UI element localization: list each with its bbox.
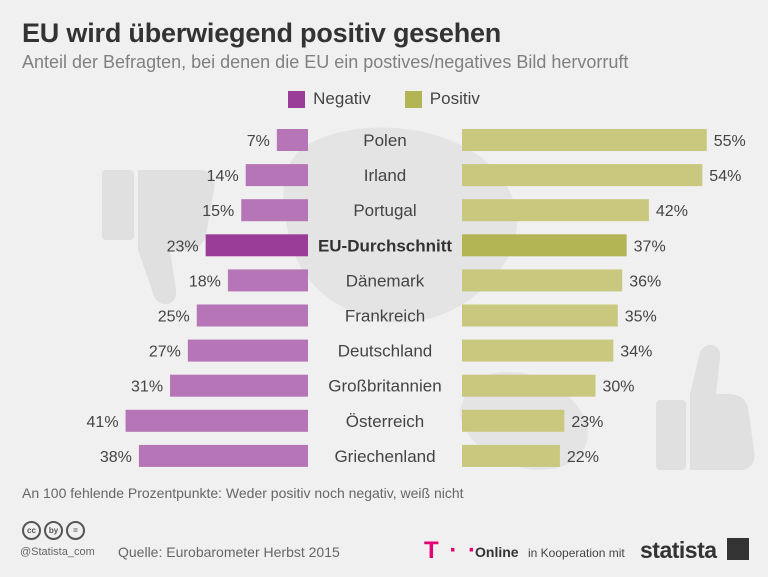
bar-negativ-eu-durchschnitt bbox=[205, 234, 308, 257]
value-label-negativ-österreich: 41% bbox=[87, 414, 119, 431]
legend-label-positiv: Positiv bbox=[429, 89, 480, 108]
value-label-positiv-portugal: 42% bbox=[656, 203, 688, 220]
bar-negativ-österreich bbox=[125, 409, 308, 432]
value-label-positiv-eu-durchschnitt: 37% bbox=[634, 238, 666, 255]
value-label-negativ-griechenland: 38% bbox=[100, 449, 132, 466]
no-derivatives-icon[interactable]: = bbox=[66, 521, 85, 540]
legend-item-positiv: Positiv bbox=[404, 89, 480, 109]
bar-positiv-deutschland bbox=[462, 339, 614, 362]
license-icons: cc by = bbox=[22, 521, 85, 540]
value-label-positiv-österreich: 23% bbox=[571, 414, 603, 431]
category-label-deutschland: Deutschland bbox=[338, 342, 433, 361]
category-label-eu-durchschnitt: EU-Durchschnitt bbox=[318, 236, 452, 255]
category-label-polen: Polen bbox=[363, 131, 406, 150]
statista-logo-mark[interactable] bbox=[727, 538, 749, 560]
cc-icon[interactable]: cc bbox=[22, 521, 41, 540]
bar-positiv-irland bbox=[462, 164, 703, 187]
value-label-negativ-großbritannien: 31% bbox=[131, 379, 163, 396]
bar-negativ-irland bbox=[245, 164, 308, 187]
footer: cc by = @Statista_com Quelle: Eurobarome… bbox=[0, 517, 768, 577]
bar-negativ-großbritannien bbox=[170, 374, 308, 397]
thumbs-up-icon bbox=[656, 344, 755, 470]
bar-negativ-polen bbox=[276, 129, 308, 151]
category-label-österreich: Österreich bbox=[346, 412, 424, 431]
value-label-negativ-polen: 7% bbox=[247, 133, 270, 150]
bar-negativ-deutschland bbox=[187, 339, 308, 362]
source-note: Quelle: Eurobarometer Herbst 2015 bbox=[118, 544, 340, 560]
value-label-negativ-portugal: 15% bbox=[202, 203, 234, 220]
attribution-icon[interactable]: by bbox=[44, 521, 63, 540]
value-label-positiv-irland: 54% bbox=[709, 168, 741, 185]
bar-positiv-portugal bbox=[462, 199, 649, 222]
value-label-negativ-eu-durchschnitt: 23% bbox=[167, 238, 199, 255]
bar-positiv-frankreich bbox=[462, 304, 618, 327]
bar-positiv-eu-durchschnitt bbox=[462, 234, 627, 257]
cooperation-label: in Kooperation mit bbox=[528, 546, 625, 560]
chart-subtitle: Anteil der Befragten, bei denen die EU e… bbox=[22, 52, 629, 72]
value-label-negativ-deutschland: 27% bbox=[149, 344, 181, 361]
legend: Negativ Positiv bbox=[0, 89, 768, 109]
chart-title: EU wird überwiegend positiv gesehen bbox=[22, 18, 502, 48]
bar-negativ-griechenland bbox=[138, 444, 308, 467]
category-label-dänemark: Dänemark bbox=[346, 271, 425, 290]
value-label-negativ-frankreich: 25% bbox=[158, 309, 190, 326]
category-label-frankreich: Frankreich bbox=[345, 307, 425, 326]
value-label-positiv-griechenland: 22% bbox=[567, 449, 599, 466]
europe-map-decoration bbox=[283, 127, 517, 323]
value-label-positiv-deutschland: 34% bbox=[620, 344, 652, 361]
legend-swatch-positiv bbox=[404, 90, 422, 108]
legend-swatch-negativ bbox=[288, 90, 306, 108]
t-online-label[interactable]: Online bbox=[475, 544, 519, 560]
category-label-großbritannien: Großbritannien bbox=[328, 377, 441, 396]
statista-logo[interactable]: statista bbox=[640, 537, 717, 563]
thumbs-down-icon bbox=[102, 170, 215, 305]
bar-positiv-großbritannien bbox=[462, 374, 596, 397]
bar-negativ-dänemark bbox=[227, 269, 308, 292]
value-label-positiv-polen: 55% bbox=[714, 133, 746, 150]
footnote: An 100 fehlende Prozentpunkte: Weder pos… bbox=[22, 485, 464, 501]
bar-positiv-österreich bbox=[462, 409, 565, 432]
legend-label-negativ: Negativ bbox=[313, 89, 371, 108]
value-label-negativ-irland: 14% bbox=[207, 168, 239, 185]
value-label-positiv-großbritannien: 30% bbox=[603, 379, 635, 396]
category-label-irland: Irland bbox=[364, 166, 407, 185]
value-label-negativ-dänemark: 18% bbox=[189, 273, 221, 290]
category-label-griechenland: Griechenland bbox=[334, 447, 435, 466]
bar-positiv-polen bbox=[462, 129, 707, 151]
value-label-positiv-frankreich: 35% bbox=[625, 309, 657, 326]
bar-negativ-frankreich bbox=[196, 304, 308, 327]
legend-item-negativ: Negativ bbox=[288, 89, 371, 109]
bars-group: 7% 55% Polen 14% 54% Irland 15% 42% Portugal 23% 3… bbox=[87, 129, 746, 467]
statista-handle[interactable]: @Statista_com bbox=[20, 546, 95, 558]
telekom-logo[interactable]: T · · bbox=[424, 537, 478, 564]
bar-positiv-griechenland bbox=[462, 444, 560, 467]
value-label-positiv-dänemark: 36% bbox=[629, 273, 661, 290]
category-label-portugal: Portugal bbox=[353, 201, 416, 220]
bar-positiv-dänemark bbox=[462, 269, 623, 292]
bar-negativ-portugal bbox=[241, 199, 308, 222]
